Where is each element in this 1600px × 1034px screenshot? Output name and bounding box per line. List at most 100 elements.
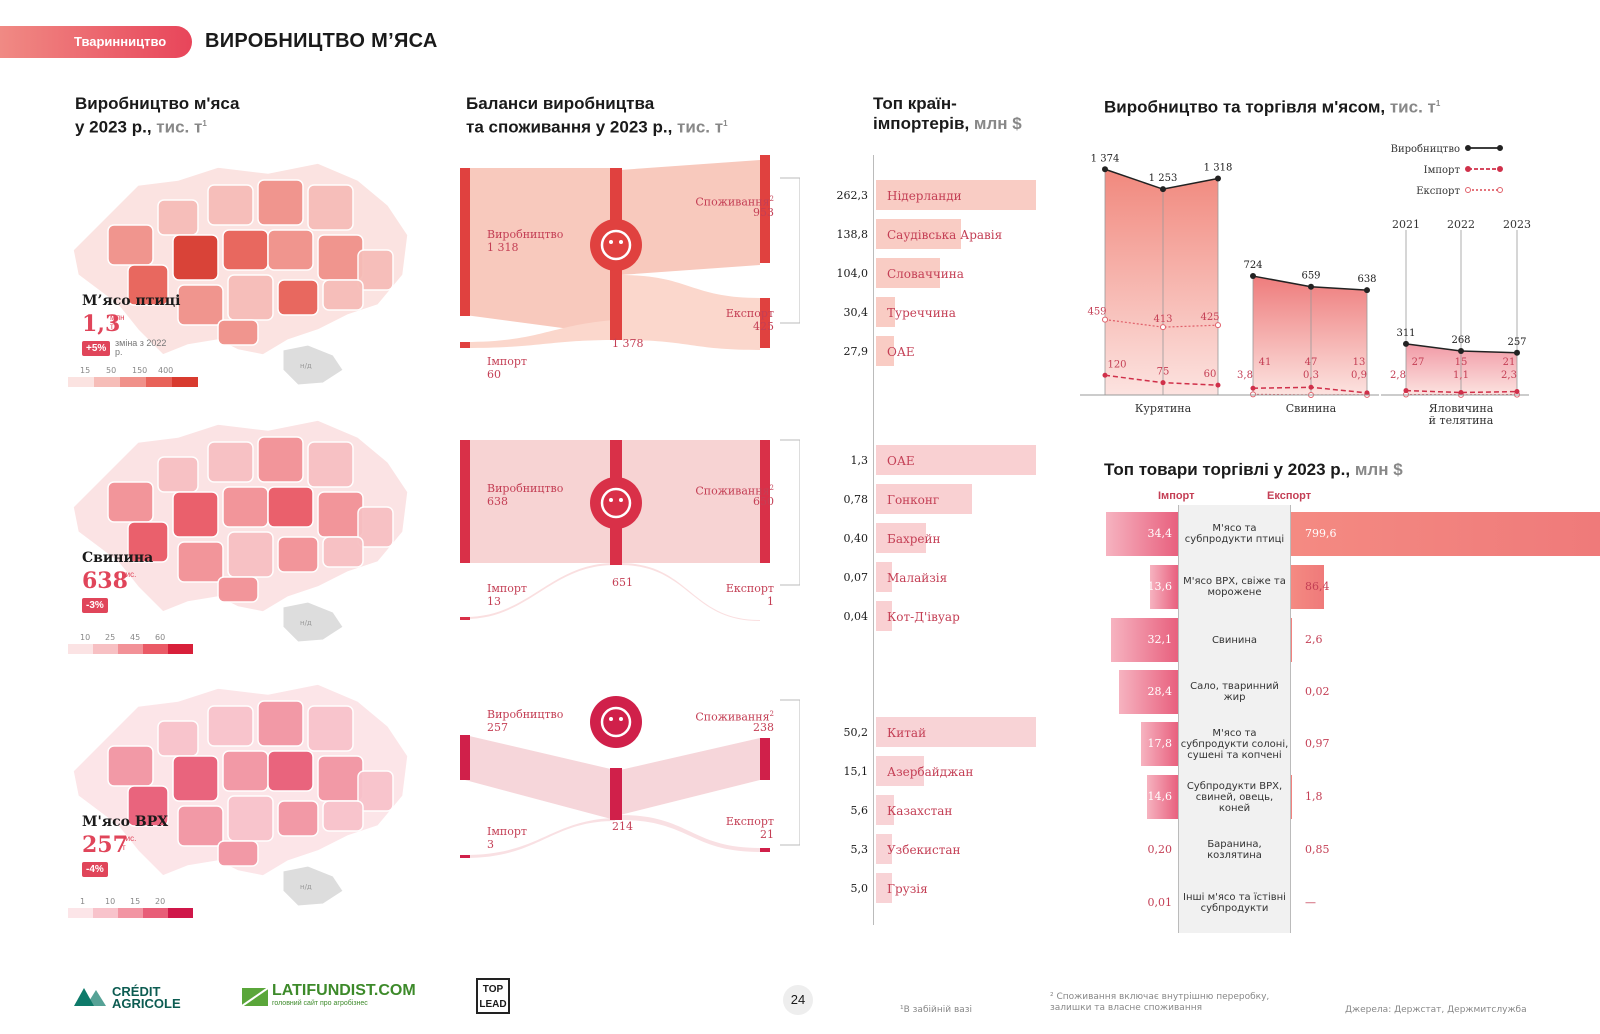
production-label: Виробництво [487, 482, 564, 495]
goods-import-bar [1111, 618, 1178, 662]
meat-value: 257 [82, 832, 128, 858]
import-point [1102, 372, 1108, 378]
page-number: 24 [783, 985, 813, 1015]
cow-icon [590, 696, 642, 748]
credit-agricole-text: CRÉDIT AGRICOLE [112, 984, 181, 1011]
import-label: 75 [1157, 367, 1170, 378]
import-value: 60 [487, 368, 501, 381]
export-label: 459 [1087, 307, 1106, 318]
goods-import-bar [1106, 512, 1178, 556]
importer-bar [876, 795, 894, 825]
import-point [1160, 380, 1166, 386]
import-point [1308, 384, 1314, 390]
legend-label: 60 [155, 633, 166, 642]
balance-sankeys [460, 155, 800, 858]
legend-export: Експорт [1416, 186, 1460, 197]
import-label: 47 [1305, 357, 1318, 368]
goods-export-value: 0,85 [1305, 843, 1330, 856]
legend-swatch [68, 644, 93, 654]
legend-swatch [93, 908, 118, 918]
legend-swatch [168, 644, 193, 654]
goods-name: М'ясо та субпродукти птиці [1184, 523, 1285, 545]
goods-export-bar [1291, 565, 1324, 609]
import-label: Імпорт [487, 825, 527, 838]
importer-bar [876, 336, 894, 366]
importer-name: Казахстан [887, 804, 953, 818]
importer-name: Китай [887, 726, 927, 740]
legend-swatch [93, 644, 118, 654]
legend-import: Імпорт [1424, 165, 1461, 176]
importer-value: 5,0 [850, 882, 869, 895]
importer-value: 104,0 [836, 267, 869, 280]
legend-label: 150 [132, 366, 148, 375]
importer-name: Грузія [887, 882, 928, 896]
import-label: Імпорт [487, 355, 527, 368]
export-value: 1 [767, 595, 774, 608]
importer-name: Малайзія [887, 571, 948, 585]
ukraine-map-2: н/д [72, 419, 409, 643]
production-point [1364, 287, 1370, 294]
legend-label: 400 [158, 366, 174, 375]
legend-label: 10 [105, 897, 116, 906]
export-point [1160, 324, 1166, 331]
production-label: 1 318 [1204, 162, 1233, 173]
importer-name: Узбекистан [887, 843, 961, 857]
goods-import-value: 32,1 [1147, 633, 1173, 646]
importer-value: 0,40 [843, 532, 869, 545]
legend-label: 15 [130, 897, 141, 906]
importer-bar [876, 484, 972, 514]
production-label: Виробництво [487, 708, 564, 721]
export-label: Експорт [725, 307, 774, 320]
total-value: 651 [612, 576, 633, 589]
latifundist-sub: головний сайт про агробізнес [272, 1000, 368, 1007]
total-value: 214 [612, 820, 633, 833]
import-point [1403, 388, 1409, 394]
consumption-value: 953 [753, 206, 774, 219]
chicken-icon [590, 219, 642, 271]
goods-name: Свинина [1211, 634, 1258, 646]
change-note: зміна з 2022 р. [115, 338, 167, 357]
footnote-2: ² Споживання включає внутрішню переробку… [1050, 992, 1270, 1013]
legend-label: 45 [130, 633, 141, 642]
goods-export-value: 0,02 [1305, 685, 1330, 698]
importer-bar [876, 873, 892, 903]
goods-import-value: 17,8 [1147, 737, 1173, 750]
production-label: 659 [1301, 271, 1320, 282]
export-label: Експорт [725, 582, 774, 595]
production-label: 257 [1507, 337, 1526, 348]
production-label: 268 [1451, 335, 1470, 346]
import-point [1215, 382, 1221, 388]
production-label: 638 [1357, 274, 1376, 285]
page-title: ВИРОБНИЦТВО М’ЯСА [205, 30, 438, 52]
importer-value: 0,07 [843, 571, 869, 584]
goods-name: М'ясо та субпродукти солоні, сушені та к… [1180, 727, 1289, 761]
importer-name: ОАЕ [887, 345, 915, 359]
meat-name: Свинина [82, 550, 154, 566]
production-label: Виробництво [487, 228, 564, 241]
export-label: 0,3 [1303, 370, 1319, 381]
goods-import-value: 14,6 [1147, 790, 1173, 803]
importer-value: 0,04 [843, 610, 869, 623]
importer-value: 262,3 [836, 189, 869, 202]
importer-value: 5,6 [850, 804, 869, 817]
latifundist-logo [240, 984, 270, 1013]
production-point [1403, 340, 1409, 347]
production-value: 1 318 [487, 241, 519, 254]
change-badge: -3% [82, 598, 108, 613]
goods-export-value: 799,6 [1305, 527, 1337, 540]
crimea-label: н/д [300, 619, 312, 627]
consumption-value: 650 [753, 495, 774, 508]
importer-bar [876, 717, 1036, 747]
goods-import-bar [1147, 775, 1178, 819]
import-label: Імпорт [487, 582, 527, 595]
toplead-logo: TOP LEAD [476, 978, 510, 1014]
ukraine-map-3: н/д [72, 683, 409, 907]
legend-swatch [146, 377, 172, 387]
import-label: 15 [1455, 357, 1468, 368]
import-label: 21 [1503, 357, 1516, 368]
ukraine-map-1: н/д [72, 162, 409, 386]
importer-bar [876, 258, 940, 288]
goods-import-bar [1141, 722, 1178, 766]
legend-swatch [94, 377, 120, 387]
import-point [1458, 390, 1464, 396]
